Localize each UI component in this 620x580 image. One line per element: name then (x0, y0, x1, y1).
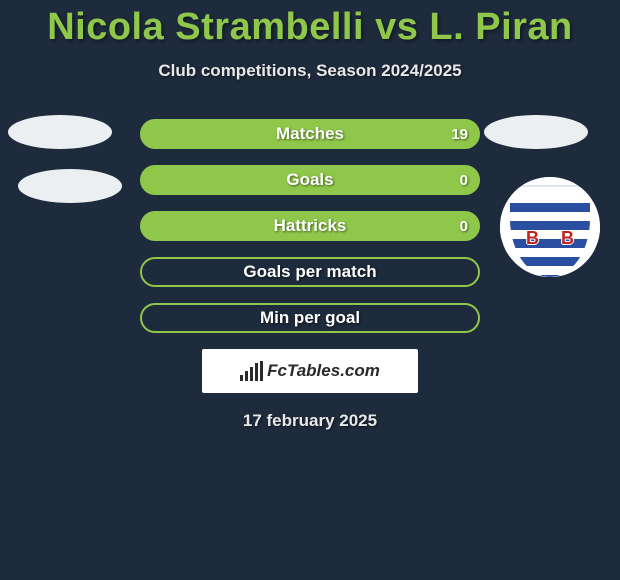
bar-row: Matches 19 (140, 119, 480, 149)
bar-label: Matches (276, 124, 344, 144)
bar-label: Min per goal (260, 308, 360, 328)
brand-bars-icon (240, 361, 263, 381)
bar-label: Goals (286, 170, 333, 190)
bar-label: Goals per match (243, 262, 376, 282)
page-title: Nicola Strambelli vs L. Piran (0, 0, 620, 49)
footer-brand-text: FcTables.com (267, 361, 380, 381)
bar-row: Goals per match (140, 257, 480, 287)
left-player-avatar-2 (18, 169, 122, 203)
bar-value-right: 0 (460, 172, 468, 189)
footer-brand-box: FcTables.com (202, 349, 418, 393)
bar-row: Goals 0 (140, 165, 480, 195)
bar-row: Min per goal (140, 303, 480, 333)
right-player-avatar (484, 115, 588, 149)
chart-area: BB Matches 19 Goals 0 Hattricks 0 Goals … (0, 119, 620, 431)
bar-label: Hattricks (274, 216, 347, 236)
footer-date: 17 february 2025 (0, 411, 620, 431)
bar-value-right: 19 (451, 126, 468, 143)
right-club-badge-icon: BB (500, 177, 600, 277)
comparison-bars: Matches 19 Goals 0 Hattricks 0 Goals per… (140, 119, 480, 333)
bar-value-right: 0 (460, 218, 468, 235)
bar-row: Hattricks 0 (140, 211, 480, 241)
page-subtitle: Club competitions, Season 2024/2025 (0, 61, 620, 81)
left-player-avatar-1 (8, 115, 112, 149)
